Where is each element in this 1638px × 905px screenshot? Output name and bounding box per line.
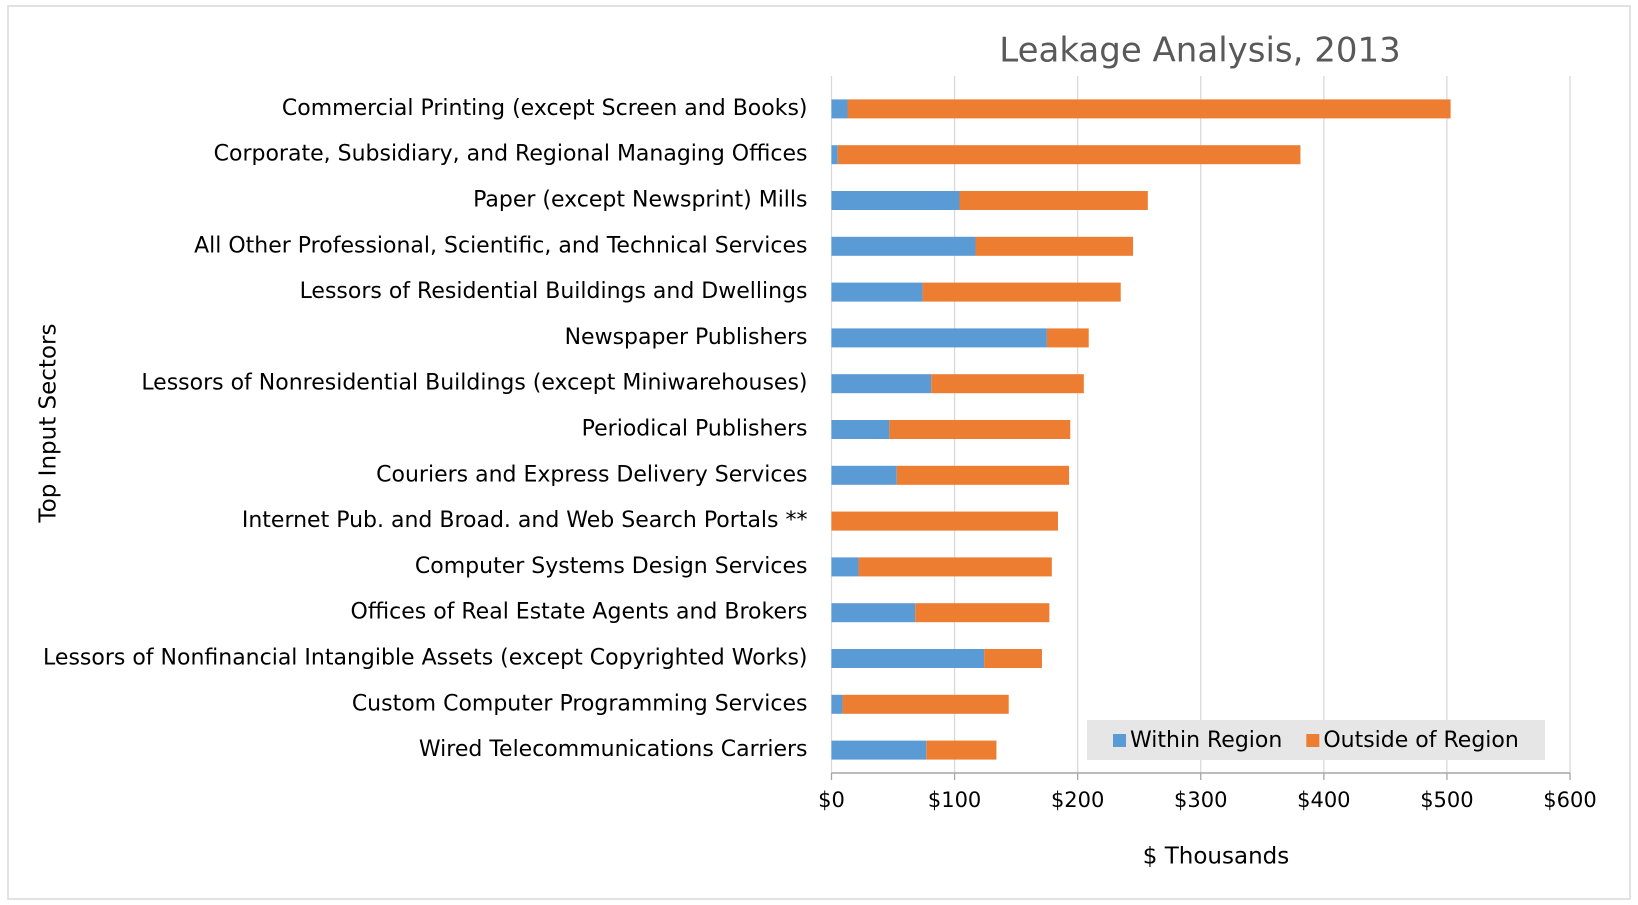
bar-segment [896, 465, 1070, 485]
bar-segment [922, 282, 1121, 302]
legend-label: Outside of Region [1323, 728, 1518, 753]
y-tick-label: Commercial Printing (except Screen and B… [282, 96, 808, 121]
y-tick-label: Paper (except Newsprint) Mills [473, 188, 807, 213]
bar-segment [831, 282, 923, 302]
y-tick-label: Internet Pub. and Broad. and Web Search … [242, 508, 808, 533]
y-tick-label: Couriers and Express Delivery Services [376, 462, 807, 487]
y-tick-label: Custom Computer Programming Services [352, 691, 808, 716]
x-tick-label: $500 [1420, 788, 1473, 812]
x-tick-label: $100 [928, 788, 981, 812]
bar-segment [915, 603, 1050, 623]
bar-segment [837, 145, 1301, 165]
y-tick-label: Wired Telecommunications Carriers [419, 737, 808, 762]
bar-segment [831, 99, 848, 119]
bar-segment [831, 603, 916, 623]
x-tick-label: $400 [1297, 788, 1350, 812]
bar-segment [858, 557, 1052, 577]
bar-segment [959, 191, 1148, 210]
bar-segment [926, 740, 997, 760]
bar-segment [984, 649, 1042, 668]
bar-segment [831, 557, 859, 577]
y-tick-label: Lessors of Residential Buildings and Dwe… [300, 279, 808, 304]
y-tick-label: Computer Systems Design Services [415, 554, 808, 579]
bar-segment [889, 420, 1071, 439]
legend-swatch [1306, 734, 1320, 747]
x-axis-title: $ Thousands [1143, 844, 1289, 870]
y-tick-label: Newspaper Publishers [565, 325, 808, 350]
legend-label: Within Region [1130, 728, 1282, 753]
legend-swatch [1113, 734, 1126, 747]
bar-segment [831, 694, 843, 714]
bar-segment [842, 694, 1009, 714]
bar-segment [847, 99, 1451, 119]
bar-segment [831, 420, 890, 439]
y-tick-label: Offices of Real Estate Agents and Broker… [351, 600, 808, 625]
bar-segment [1046, 328, 1089, 348]
bar-segment [931, 374, 1084, 394]
bar-segment [831, 740, 927, 760]
bar-segment [831, 145, 838, 165]
y-axis-title: Top Input Sectors [36, 324, 62, 524]
bar-segment [831, 465, 897, 485]
y-tick-label: Corporate, Subsidiary, and Regional Mana… [214, 142, 808, 167]
x-tick-label: $300 [1174, 788, 1227, 812]
bar-segment [831, 236, 976, 256]
y-tick-label: All Other Professional, Scientific, and … [194, 233, 807, 258]
chart-title: Leakage Analysis, 2013 [999, 31, 1401, 71]
bar-segment [831, 191, 960, 210]
x-tick-label: $600 [1543, 788, 1596, 812]
bar-segment [831, 374, 932, 394]
x-tick-label: $0 [818, 788, 845, 812]
y-tick-label: Periodical Publishers [582, 417, 808, 442]
chart-border [7, 5, 1631, 900]
bar-segment [831, 328, 1047, 348]
bar-segment [831, 511, 1058, 531]
bar-segment [975, 236, 1134, 256]
y-tick-label: Lessors of Nonfinancial Intangible Asset… [43, 646, 807, 671]
x-tick-label: $200 [1051, 788, 1104, 812]
bar-segment [831, 649, 985, 668]
y-tick-label: Lessors of Nonresidential Buildings (exc… [141, 371, 807, 396]
